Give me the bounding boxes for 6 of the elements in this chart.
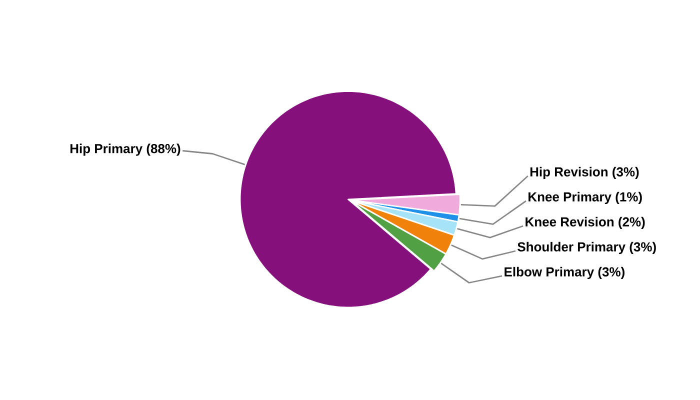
slice-label: Hip Primary (88%) [70,144,180,156]
slice-label: Elbow Primary (3%) [504,266,624,280]
slice-label: Hip Revision (3%) [530,166,639,180]
slice-label: Knee Revision (2%) [526,216,645,230]
slice-label: Knee Primary (1%) [528,192,642,204]
slice-label: Shoulder Primary (3%) [518,242,656,254]
